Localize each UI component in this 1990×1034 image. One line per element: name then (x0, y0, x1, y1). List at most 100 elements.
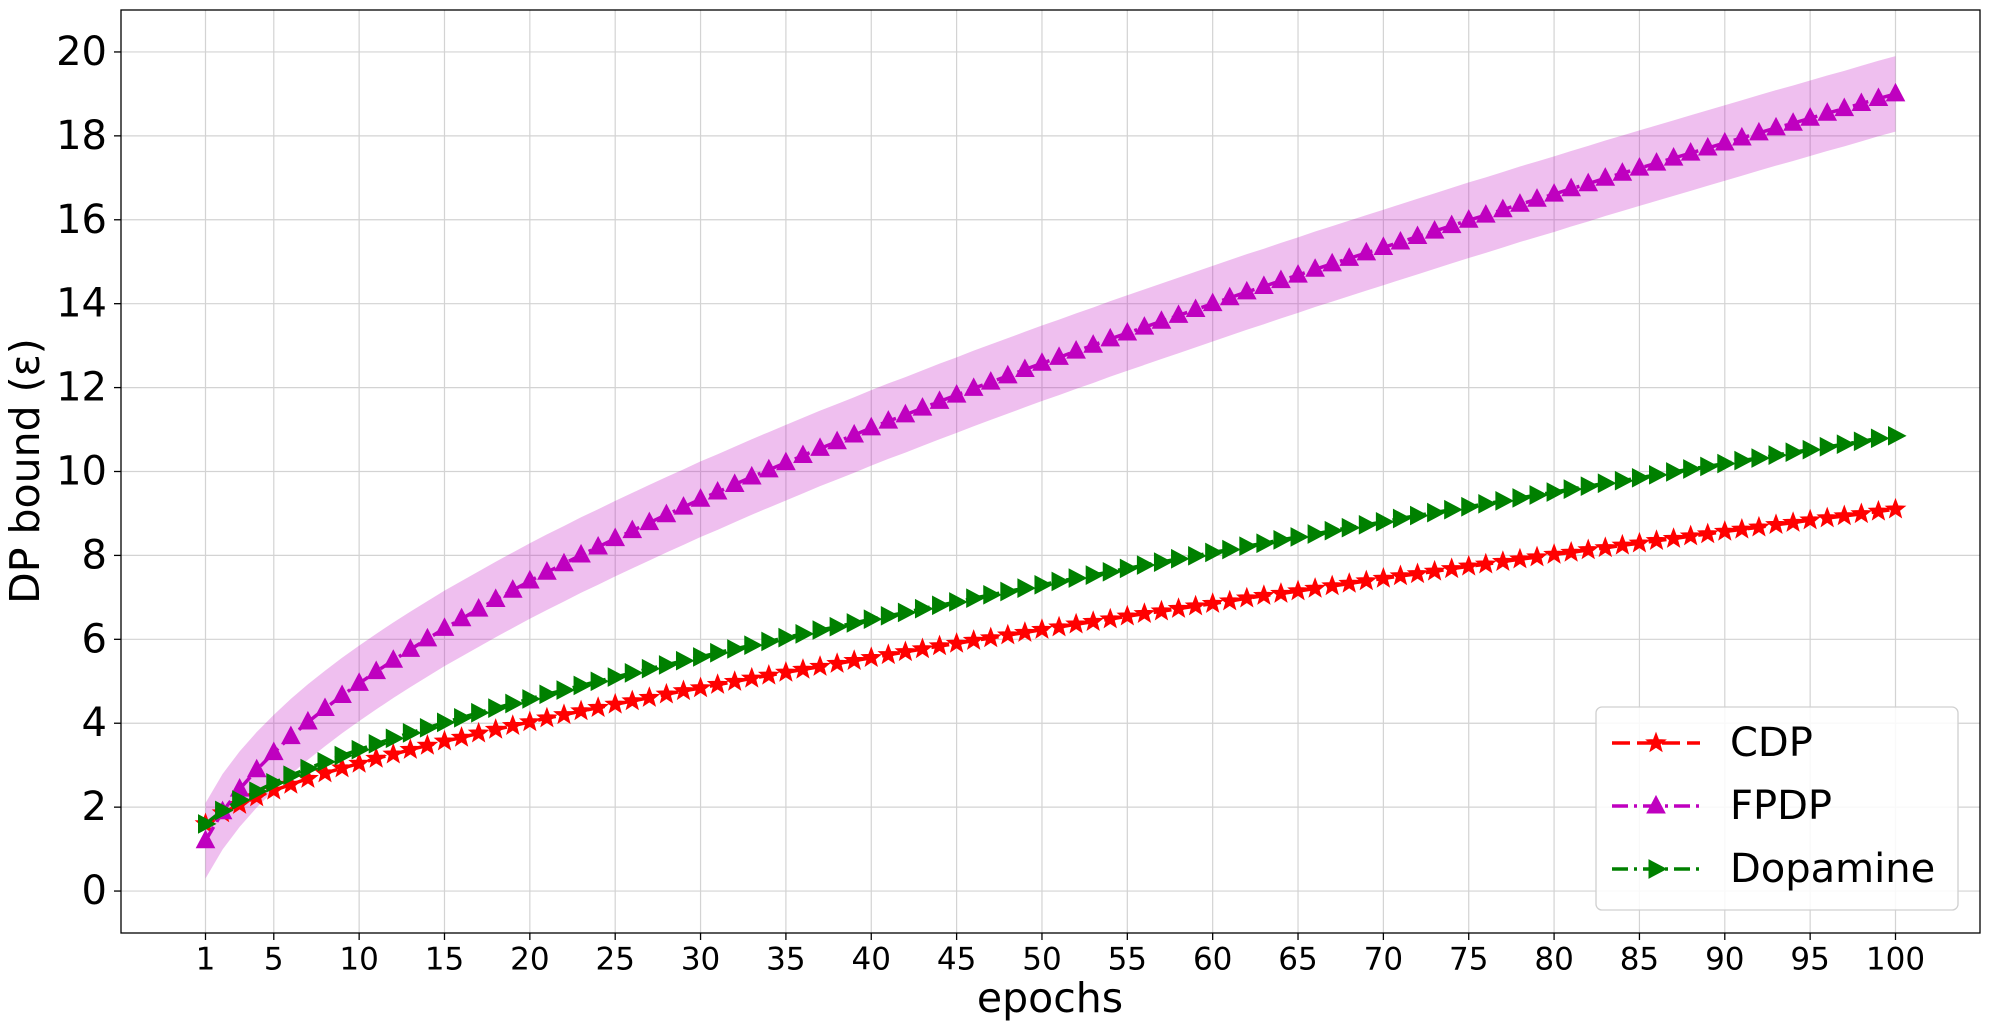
data-point (281, 725, 301, 745)
data-point (949, 592, 968, 612)
data-point (1150, 599, 1173, 621)
data-point (315, 697, 335, 717)
x-tick-label: 15 (425, 942, 464, 978)
x-tick-label: 25 (595, 942, 634, 978)
data-point (1700, 456, 1719, 477)
x-tick-label: 50 (1022, 942, 1061, 978)
x-tick-label: 55 (1108, 942, 1147, 978)
data-point (693, 647, 712, 667)
data-point (1782, 511, 1804, 532)
data-point (1136, 555, 1156, 575)
data-point (1017, 578, 1036, 598)
data-point (1341, 517, 1361, 538)
data-point (880, 605, 900, 626)
data-point (198, 814, 217, 834)
data-point (605, 527, 626, 547)
data-point (638, 686, 661, 707)
x-tick-label: 65 (1278, 942, 1317, 978)
data-point (1254, 275, 1274, 294)
data-point (1495, 491, 1514, 511)
x-tick-label: 5 (264, 942, 284, 978)
data-point (690, 488, 711, 507)
data-point (1184, 594, 1207, 616)
data-point (1441, 214, 1462, 234)
data-point (1732, 126, 1752, 146)
legend-marker (1645, 731, 1667, 753)
data-point (1205, 542, 1224, 563)
data-point (1324, 520, 1344, 541)
data-point (537, 561, 557, 580)
data-point (1817, 102, 1838, 121)
data-point (1734, 450, 1753, 471)
data-point (1560, 541, 1583, 562)
data-point (298, 710, 318, 730)
data-point (809, 655, 831, 676)
data-point (1307, 524, 1327, 544)
data-layer (194, 56, 1907, 879)
data-point (366, 660, 387, 680)
data-point (573, 675, 593, 696)
data-point (1151, 310, 1172, 329)
x-tick-label: 75 (1449, 942, 1488, 978)
data-point (300, 758, 319, 779)
data-point (554, 552, 574, 572)
x-tick-label: 85 (1620, 942, 1659, 978)
data-point (829, 616, 849, 637)
data-point (246, 758, 267, 778)
data-point (997, 364, 1018, 384)
data-point (501, 714, 524, 735)
x-tick-label: 20 (510, 942, 549, 978)
data-point (639, 511, 660, 531)
data-point (1153, 552, 1173, 572)
data-point (878, 410, 899, 429)
data-point (1645, 529, 1668, 550)
data-point (1117, 321, 1138, 341)
data-point (522, 689, 541, 709)
data-point (1885, 82, 1906, 102)
data-point (1611, 533, 1634, 555)
data-point (727, 639, 746, 659)
data-point (1631, 467, 1651, 488)
y-tick-label: 14 (56, 281, 107, 327)
data-point (744, 635, 763, 656)
data-point (689, 676, 712, 698)
data-point (1273, 530, 1293, 550)
data-point (1373, 236, 1394, 255)
data-point (863, 609, 883, 630)
data-point (1836, 434, 1856, 455)
data-point (761, 631, 780, 652)
data-point (1082, 610, 1105, 631)
data-point (436, 712, 456, 733)
data-point (877, 643, 900, 665)
data-point (759, 458, 779, 478)
data-point (1563, 479, 1583, 499)
data-point (1031, 618, 1053, 639)
data-point (897, 602, 917, 623)
data-point (1256, 533, 1275, 554)
data-point (1440, 557, 1463, 579)
data-point (1478, 493, 1497, 514)
data-point (723, 670, 746, 691)
data-point (604, 692, 627, 714)
data-point (505, 693, 524, 714)
data-point (1014, 621, 1036, 642)
data-point (1614, 470, 1634, 491)
data-point (419, 718, 439, 738)
y-tick-label: 6 (82, 616, 107, 662)
data-point (365, 747, 388, 768)
data-point (399, 738, 422, 759)
data-point (454, 707, 473, 728)
data-point (1032, 352, 1052, 371)
data-point (945, 632, 968, 653)
data-point (1851, 92, 1872, 112)
data-point (471, 702, 490, 723)
data-point (1649, 465, 1668, 485)
data-point (332, 684, 352, 704)
x-tick-label: 30 (681, 942, 720, 978)
data-point (1696, 522, 1719, 544)
data-point (1392, 508, 1412, 529)
y-tick-label: 18 (56, 113, 107, 159)
data-point (1085, 565, 1105, 585)
data-point (1597, 473, 1617, 494)
data-point (1683, 459, 1702, 479)
